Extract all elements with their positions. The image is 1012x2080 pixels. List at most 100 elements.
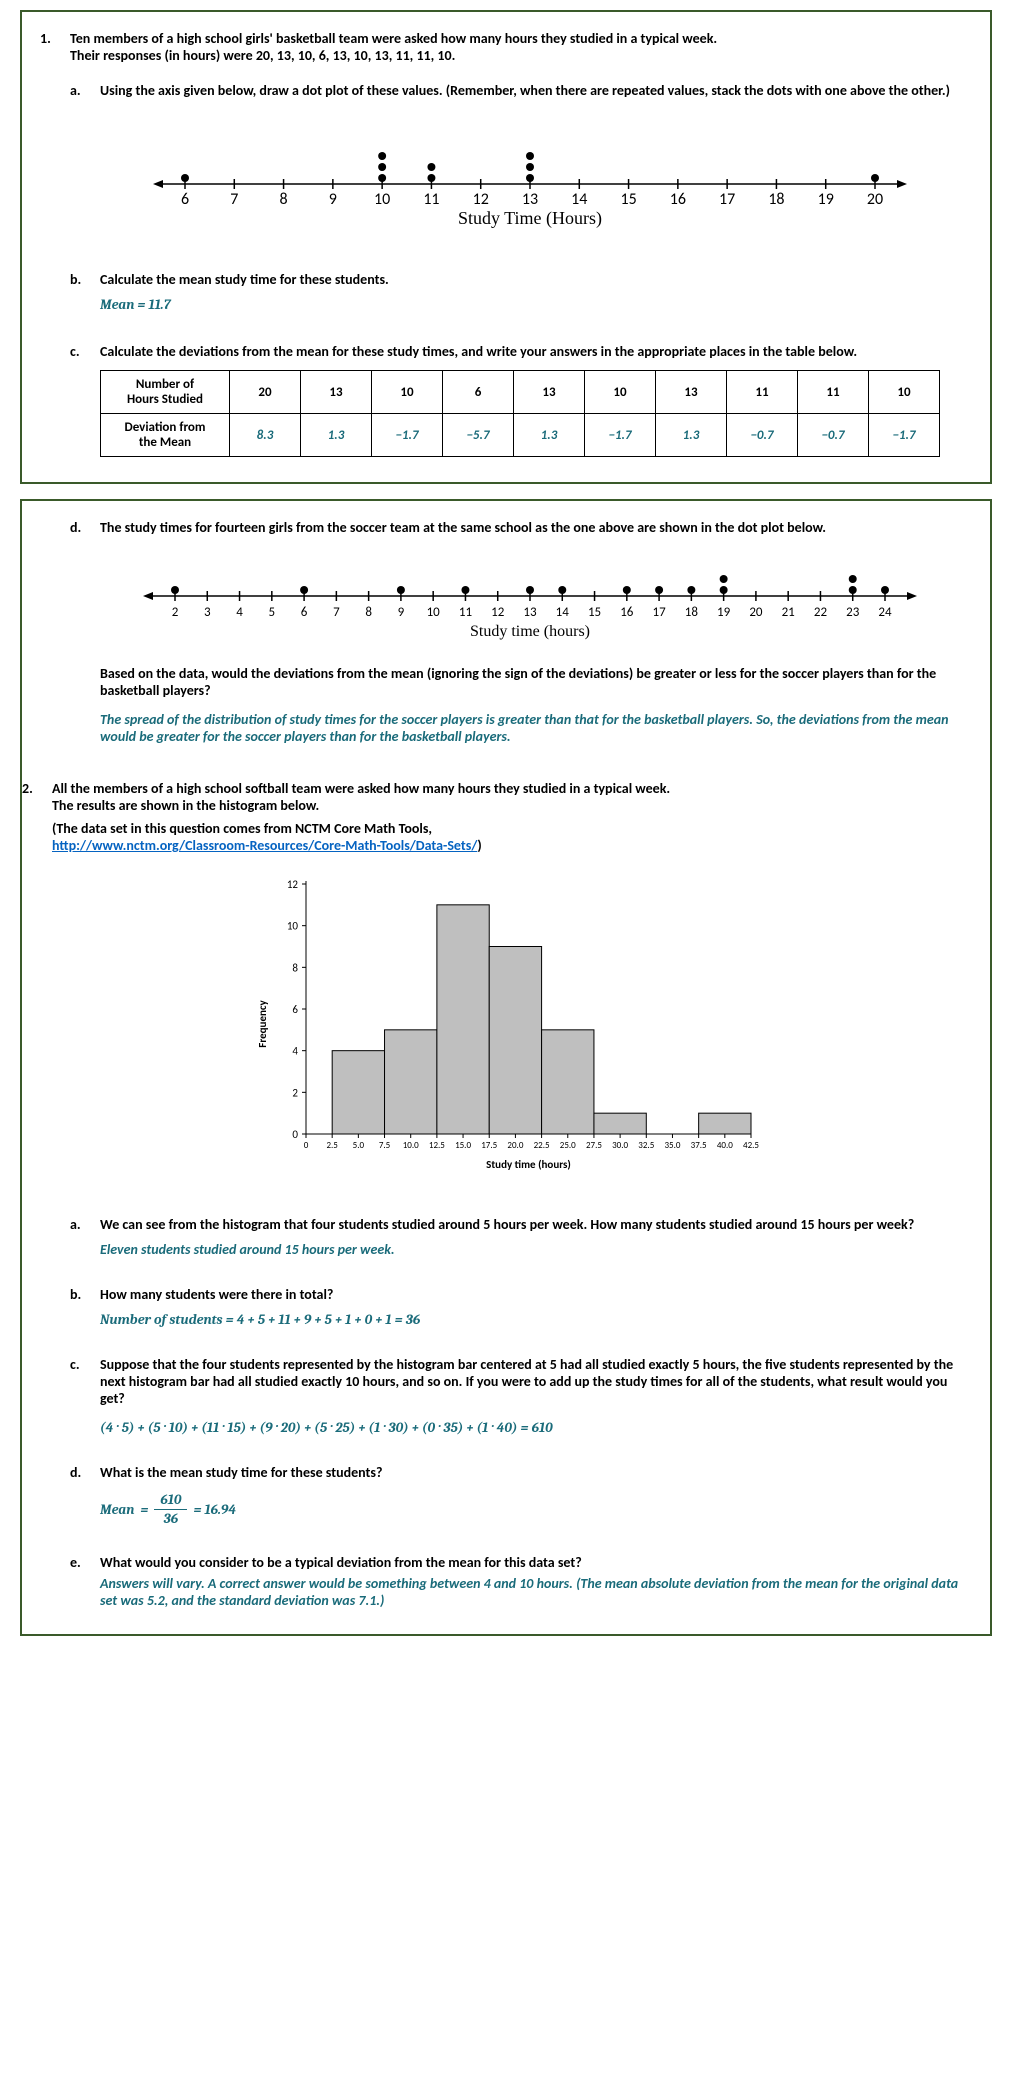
svg-text:10.0: 10.0	[403, 1140, 419, 1151]
svg-text:15: 15	[620, 190, 636, 209]
nctm-link[interactable]: http://www.nctm.org/Classroom-Resources/…	[52, 837, 477, 854]
q1c-text: Calculate the deviations from the mean f…	[100, 343, 857, 360]
svg-text:6: 6	[301, 605, 308, 620]
q2a-row: a. We can see from the histogram that fo…	[40, 1216, 960, 1258]
svg-text:13: 13	[523, 605, 537, 620]
q2d-result: = 16.94	[193, 1501, 236, 1518]
q2d-text: What is the mean study time for these st…	[100, 1464, 382, 1481]
q2c-answer: (4 · 5) + (5 · 10) + (11 · 15) + (9 · 20…	[100, 1419, 960, 1436]
svg-text:14: 14	[556, 605, 570, 620]
q1b-letter: b.	[70, 271, 100, 313]
svg-text:8: 8	[292, 961, 298, 974]
svg-text:42.5: 42.5	[743, 1140, 759, 1151]
q1-intro-values: 20, 13, 10, 6, 13, 10, 13, 11, 11, 10	[256, 47, 452, 64]
svg-text:12: 12	[473, 190, 489, 209]
svg-text:3: 3	[204, 605, 211, 620]
svg-text:24: 24	[878, 605, 892, 620]
svg-text:6: 6	[292, 1003, 298, 1016]
svg-text:12: 12	[491, 605, 505, 620]
q1-intro-prefix: Their responses (in hours) were	[70, 47, 256, 64]
svg-text:8: 8	[280, 190, 288, 209]
q2-intro3: (The data set in this question comes fro…	[52, 820, 432, 837]
svg-text:15: 15	[588, 605, 601, 620]
q1-intro-line1: Ten members of a high school girls' bask…	[70, 30, 717, 47]
q2e-answer: Answers will vary. A correct answer woul…	[100, 1575, 960, 1609]
svg-text:22: 22	[814, 605, 828, 620]
svg-text:35.0: 35.0	[664, 1140, 680, 1151]
dotplot2-wrap: 23456789101112131415161718192021222324St…	[100, 556, 960, 645]
svg-text:10: 10	[427, 605, 441, 620]
svg-text:27.5: 27.5	[586, 1140, 602, 1151]
svg-text:2: 2	[292, 1086, 298, 1099]
svg-text:7: 7	[333, 605, 340, 620]
q2-intro2: The results are shown in the histogram b…	[52, 797, 319, 814]
svg-text:Study time (hours): Study time (hours)	[470, 623, 590, 640]
q1c-row: c. Calculate the deviations from the mea…	[40, 343, 960, 457]
q1a-body: Using the axis given below, draw a dot p…	[100, 82, 960, 253]
svg-text:20.0: 20.0	[507, 1140, 523, 1151]
q1a-letter: a.	[70, 82, 100, 253]
histogram: 02468101202.55.07.510.012.515.017.520.02…	[246, 874, 766, 1174]
q2c-row: c. Suppose that the four students repres…	[40, 1356, 960, 1436]
q1b-text: Calculate the mean study time for these …	[100, 271, 389, 288]
svg-text:23: 23	[846, 605, 860, 620]
q2a-letter: a.	[70, 1216, 100, 1258]
svg-text:37.5: 37.5	[691, 1140, 707, 1151]
svg-text:0: 0	[292, 1128, 298, 1141]
q2e-letter: e.	[70, 1554, 100, 1609]
svg-text:19: 19	[717, 605, 731, 620]
q1-intro-suffix: .	[452, 47, 456, 64]
q2-intro1: All the members of a high school softbal…	[52, 780, 670, 797]
svg-text:17.5: 17.5	[481, 1140, 497, 1151]
svg-text:12: 12	[287, 878, 299, 891]
q2a-post: hours per week?	[815, 1216, 915, 1233]
svg-text:9: 9	[329, 190, 337, 209]
svg-text:2: 2	[172, 605, 179, 620]
q2b-text: How many students were there in total?	[100, 1286, 333, 1303]
q1a-text: Using the axis given below, draw a dot p…	[100, 82, 950, 99]
q2d-body: What is the mean study time for these st…	[100, 1464, 960, 1526]
question-1-box-top: 1. Ten members of a high school girls' b…	[20, 10, 992, 484]
q1b-row: b. Calculate the mean study time for the…	[40, 271, 960, 313]
q2d-numerator: 610	[154, 1493, 187, 1510]
svg-text:15.0: 15.0	[455, 1140, 471, 1151]
q2-header: 2. All the members of a high school soft…	[40, 780, 960, 1198]
q1-header: 1. Ten members of a high school girls' b…	[40, 30, 960, 64]
dotplot2: 23456789101112131415161718192021222324St…	[130, 556, 930, 641]
q2-link-suffix: )	[477, 837, 481, 854]
svg-text:13: 13	[522, 190, 538, 209]
q1b-answer: Mean = 11.7	[100, 296, 960, 313]
q2-intro: All the members of a high school softbal…	[52, 780, 960, 1198]
svg-text:5.0: 5.0	[353, 1140, 365, 1151]
svg-text:11: 11	[459, 605, 472, 620]
svg-text:12.5: 12.5	[429, 1140, 445, 1151]
q1a-row: a. Using the axis given below, draw a do…	[40, 82, 960, 253]
q2d-letter: d.	[70, 1464, 100, 1526]
q1d-answer: The spread of the distribution of study …	[100, 711, 960, 745]
svg-text:6: 6	[181, 190, 189, 209]
q2a-body: We can see from the histogram that four …	[100, 1216, 960, 1258]
q1d-text: The study times for fourteen girls from …	[100, 519, 826, 536]
svg-text:21: 21	[782, 605, 795, 620]
q2c-body: Suppose that the four students represent…	[100, 1356, 960, 1436]
svg-text:7.5: 7.5	[379, 1140, 391, 1151]
q2a-fifteen: 15	[800, 1216, 814, 1233]
svg-text:2.5: 2.5	[326, 1140, 338, 1151]
q2b-letter: b.	[70, 1286, 100, 1328]
q2a-pre: We can see from the histogram that four …	[100, 1216, 483, 1233]
svg-text:30.0: 30.0	[612, 1140, 628, 1151]
svg-text:10: 10	[374, 190, 390, 209]
svg-text:Study time (hours): Study time (hours)	[486, 1158, 571, 1171]
svg-text:20: 20	[749, 605, 763, 620]
dotplot1: 67891011121314151617181920Study Time (Ho…	[140, 119, 920, 229]
q2e-body: What would you consider to be a typical …	[100, 1554, 960, 1609]
q2a-answer: Eleven students studied around 15 hours …	[100, 1241, 960, 1258]
svg-text:18: 18	[685, 605, 699, 620]
svg-text:8: 8	[365, 605, 372, 620]
q2c-letter: c.	[70, 1356, 100, 1436]
svg-text:Frequency: Frequency	[256, 999, 269, 1047]
q2b-body: How many students were there in total? N…	[100, 1286, 960, 1328]
q1c-body: Calculate the deviations from the mean f…	[100, 343, 960, 457]
svg-text:7: 7	[230, 190, 238, 209]
q2e-row: e. What would you consider to be a typic…	[40, 1554, 960, 1609]
